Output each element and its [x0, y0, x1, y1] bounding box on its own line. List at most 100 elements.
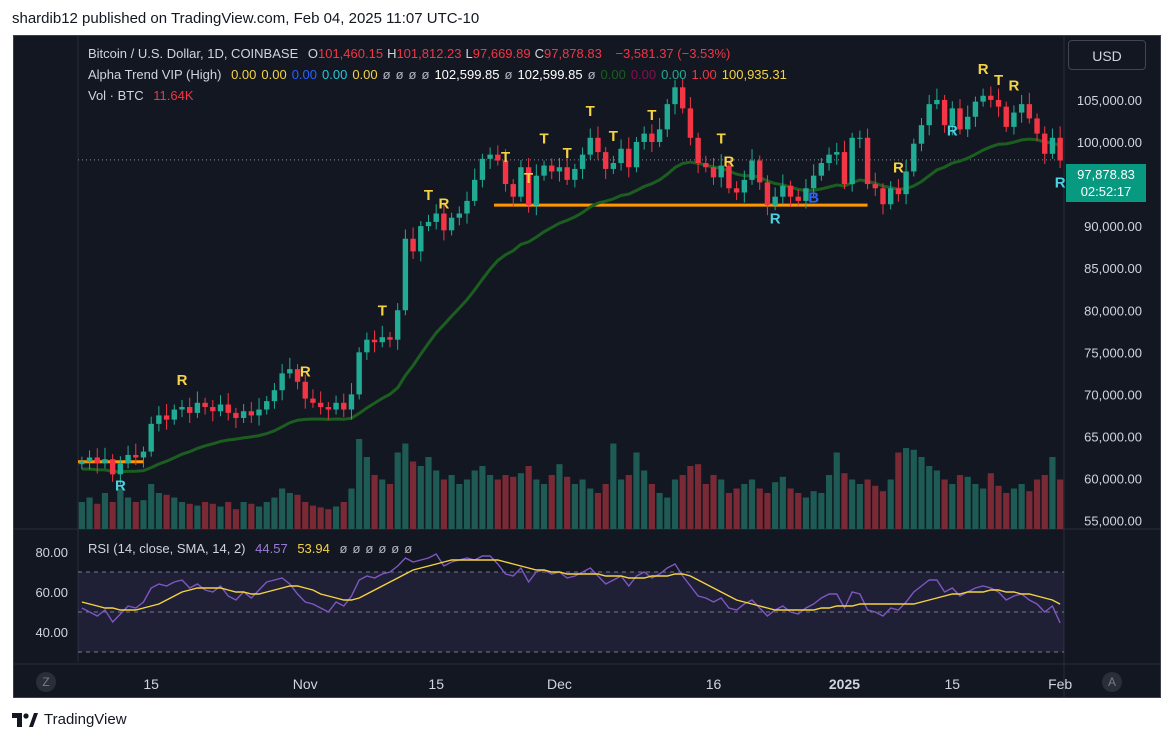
volume-bar	[309, 505, 317, 529]
candle	[988, 86, 994, 108]
candle-body	[1011, 112, 1017, 127]
candle-body	[672, 87, 678, 105]
candle-body	[918, 125, 925, 144]
volume-bar	[417, 466, 424, 529]
alpha-trend-value: ø	[504, 67, 513, 82]
candle-body	[965, 116, 971, 130]
candle-body	[79, 461, 85, 465]
candle-body	[233, 412, 239, 418]
candle-body	[780, 185, 786, 197]
candle	[672, 80, 678, 115]
candle-body	[988, 95, 994, 100]
ohlc-values: O101,460.15 H101,812.23 L97,669.89 C97,878.…	[308, 46, 606, 61]
volume-bar	[895, 452, 902, 529]
volume-bar	[94, 503, 101, 529]
volume-bar	[718, 479, 725, 529]
candle	[1018, 94, 1025, 123]
time-tick-label: 16	[706, 676, 722, 692]
footer-brand-text: TradingView	[44, 711, 127, 728]
candle-body	[633, 142, 640, 168]
candle	[225, 393, 231, 421]
candle-body	[995, 99, 1002, 107]
candle-body	[495, 154, 501, 161]
candle	[117, 456, 124, 485]
candle	[186, 397, 193, 423]
candle	[479, 153, 486, 188]
candle	[456, 206, 463, 226]
rsi-name: RSI (14, close, SMA, 14, 2)	[88, 541, 246, 556]
signal-label: T	[586, 103, 595, 120]
candle	[864, 128, 871, 190]
candle	[803, 179, 809, 209]
candle-body	[279, 373, 285, 391]
ohlc-value: 101,460.15	[317, 46, 384, 61]
candle	[140, 446, 147, 468]
candle-countdown: 02:52:17	[1080, 184, 1132, 199]
volume-bar	[1010, 488, 1018, 529]
candle-body	[348, 394, 355, 410]
signal-label: T	[539, 131, 548, 148]
candle-body	[949, 108, 956, 126]
auto-scale-button[interactable]: A	[1102, 672, 1122, 692]
volume-bar	[540, 484, 548, 529]
price-tick-label: 65,000.00	[1084, 429, 1142, 444]
candle-body	[903, 171, 909, 195]
candle-body	[125, 454, 131, 464]
signal-label: R	[438, 195, 449, 212]
candle	[911, 138, 917, 177]
volume-bar	[178, 502, 186, 529]
candle	[325, 401, 332, 420]
signal-label: T	[378, 302, 387, 319]
candle	[148, 416, 154, 457]
candle	[418, 221, 424, 262]
signal-label: R	[115, 477, 126, 494]
rsi-placeholder: ø	[365, 541, 374, 556]
candle-body	[726, 165, 732, 189]
signal-label: R	[893, 159, 904, 176]
candle	[333, 395, 339, 415]
signal-label: T	[501, 149, 510, 166]
candle	[86, 450, 93, 470]
candle	[695, 132, 701, 174]
candle	[587, 128, 593, 160]
candle-body	[171, 409, 177, 420]
candle	[718, 154, 724, 188]
rsi-placeholder: ø	[404, 541, 413, 556]
candle-body	[264, 401, 270, 410]
volume-bar	[748, 479, 756, 529]
candle	[826, 147, 832, 171]
volume-bar	[155, 493, 162, 529]
candle	[749, 149, 755, 185]
volume-bar	[209, 503, 216, 529]
volume-bar	[741, 484, 748, 529]
volume-bar	[648, 484, 655, 529]
price-tick-label: 80,000.00	[1084, 303, 1142, 318]
volume-bar	[864, 479, 871, 529]
volume-bar	[695, 464, 702, 529]
candle-body	[749, 160, 755, 180]
volume-bar	[248, 503, 255, 529]
volume-bar	[255, 506, 263, 529]
candle-body	[810, 175, 817, 189]
candle	[934, 88, 940, 110]
volume-bar	[779, 476, 786, 529]
candle-body	[448, 217, 455, 231]
candle	[125, 445, 131, 469]
symbol-title: Bitcoin / U.S. Dollar, 1D, COINBASE	[88, 46, 299, 61]
candle-body	[864, 137, 871, 185]
candle	[371, 330, 378, 353]
signal-label: R	[978, 61, 989, 78]
currency-button[interactable]: USD	[1068, 40, 1146, 70]
alpha-trend-value: 102,599.85	[434, 67, 500, 82]
zoom-button[interactable]: Z	[36, 672, 56, 692]
candle-body	[433, 213, 439, 222]
candle-body	[225, 404, 231, 413]
candle	[410, 227, 416, 259]
last-price-value: 97,878.83	[1077, 167, 1135, 182]
candle	[402, 229, 409, 316]
alpha-trend-value: 0.00	[352, 67, 378, 82]
publish-header: shardib12 published on TradingView.com, …	[12, 10, 480, 27]
